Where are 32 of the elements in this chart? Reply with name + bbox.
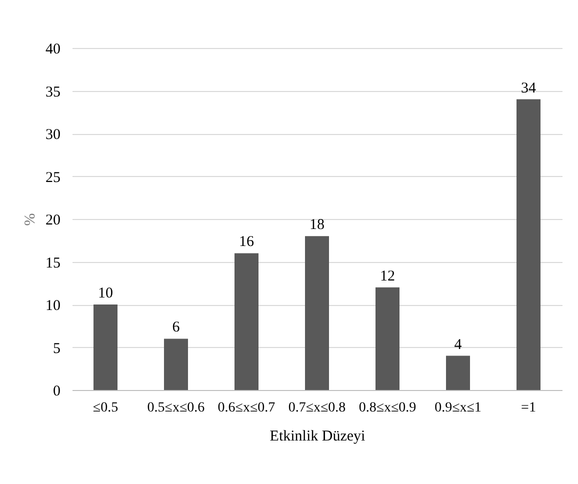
bar [234, 253, 258, 390]
y-tick-label: 15 [46, 255, 60, 272]
y-axis-title: % [22, 213, 38, 226]
bar [93, 304, 118, 390]
y-tick-label: 0 [53, 384, 60, 400]
y-tick-label: 5 [53, 340, 60, 357]
x-tick-label: 0.5≤x≤0.6 [147, 400, 205, 416]
y-tick-label: 25 [46, 170, 60, 186]
data-label: 16 [238, 234, 254, 250]
x-tick-label: =1 [521, 400, 536, 416]
bar [446, 356, 470, 390]
data-label: 12 [380, 268, 396, 284]
x-axis-title: Etkinlik Düzeyi [270, 428, 366, 444]
y-tick-label: 40 [46, 42, 60, 58]
x-tick-label: 0.9≤x≤1 [434, 400, 482, 416]
data-label: 4 [454, 336, 462, 353]
bar [164, 338, 188, 390]
x-tick-label: 0.8≤x≤0.9 [358, 400, 416, 416]
x-tick-label: ≤0.5 [92, 400, 118, 416]
data-label: 6 [172, 320, 180, 336]
y-tick-label: 30 [46, 127, 60, 143]
bar [516, 99, 541, 390]
y-tick-label: 10 [46, 298, 60, 314]
y-tick-label: 20 [46, 212, 60, 228]
bar [305, 236, 329, 390]
bar [376, 287, 400, 390]
data-label: 10 [98, 286, 113, 302]
data-label: 34 [521, 80, 537, 96]
x-tick-label: 0.6≤x≤0.7 [218, 400, 276, 416]
x-tick-label: 0.7≤x≤0.8 [288, 400, 346, 416]
data-label: 18 [310, 217, 324, 234]
y-tick-label: 35 [46, 84, 60, 100]
